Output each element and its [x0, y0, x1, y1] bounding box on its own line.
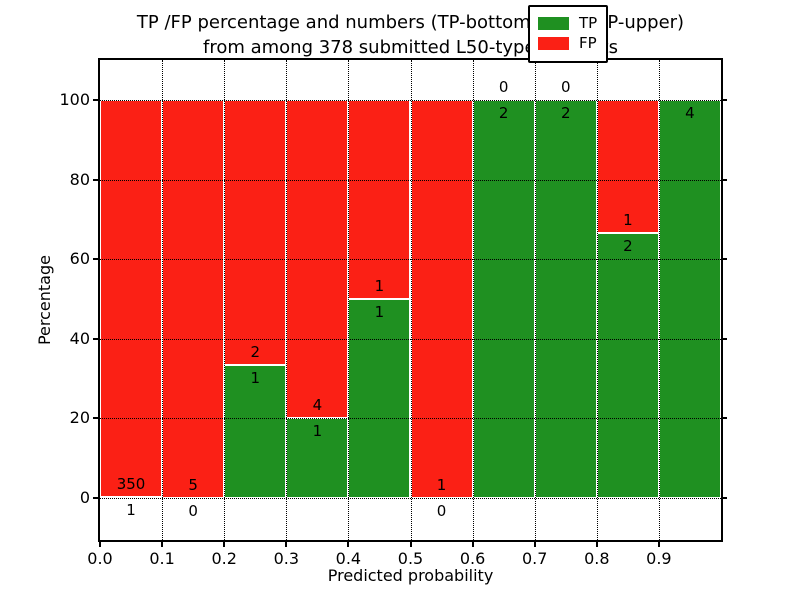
bar-segment-fp [162, 100, 225, 498]
y-tick-label: 20 [69, 408, 90, 428]
y-tick-mark-right [723, 178, 727, 181]
x-tick-mark [223, 542, 226, 547]
tp-count-label: 2 [623, 236, 633, 255]
x-tick-label: 0.5 [397, 549, 424, 568]
x-tick-mark [99, 542, 101, 547]
x-tick-mark [409, 542, 412, 547]
x-tick-label: 0.7 [521, 549, 548, 568]
x-tick-label: 0.8 [584, 549, 610, 568]
x-gridline [286, 60, 288, 540]
x-gridline [348, 60, 350, 540]
fp-count-label: 5 [188, 476, 198, 494]
tp-count-label: 1 [374, 303, 385, 321]
fp-count-label: 0 [560, 78, 571, 96]
chart-title: TP /FP percentage and numbers (TP-bottom… [100, 10, 721, 60]
y-tick-mark-right [723, 99, 727, 101]
fp-count-label: 350 [116, 474, 146, 493]
fp-count-label: 0 [498, 78, 509, 96]
x-gridline [162, 60, 164, 540]
legend-entry-fp: FP [538, 35, 597, 52]
legend-entry-tp: TP [538, 15, 597, 32]
bar-segment-fp [410, 100, 473, 498]
tp-count-label: 2 [498, 104, 509, 122]
tp-count-label: 0 [436, 502, 447, 520]
bar-segment-fp [348, 100, 411, 299]
x-tick-label: 0.3 [273, 549, 300, 568]
y-tick-mark [93, 337, 98, 340]
fp-count-label: 4 [312, 396, 323, 415]
y-tick-mark [93, 178, 98, 181]
y-gridline [100, 179, 721, 181]
plot-area: 350 1 5 0 2 1 4 1 1 1 1 0 0 2 0 2 1 2 4 0 20 40 60 80 100 0.0 0.1 0… [59, 58, 727, 568]
y-gridline [100, 418, 721, 420]
y-tick-mark-right [723, 417, 727, 420]
y-tick-mark [93, 497, 98, 499]
x-tick-mark [471, 542, 474, 547]
bar-segment-fp [596, 100, 659, 233]
y-gridline [100, 338, 721, 340]
y-axis-label: Percentage [35, 255, 54, 346]
bar-segment-tp [534, 100, 597, 498]
x-axis-label: Predicted probability [327, 566, 494, 585]
x-tick-mark [285, 542, 288, 547]
tp-count-label: 0 [188, 502, 198, 520]
bar-segment-tp [472, 100, 535, 498]
y-tick-label: 80 [69, 169, 90, 189]
fp-count-label: 1 [436, 476, 447, 494]
x-gridline [410, 60, 412, 540]
tp-legend-label: TP [579, 14, 598, 32]
x-tick-mark [595, 542, 598, 547]
fp-legend-swatch [538, 37, 569, 50]
fp-count-label: 1 [374, 277, 385, 295]
bar-segment-tp [348, 299, 411, 498]
y-tick-mark-right [723, 497, 727, 499]
chart-title-line2: from among 378 submitted L50-type contac… [202, 37, 618, 58]
bar-segment-tp [658, 100, 721, 498]
chart-title-line1: TP /FP percentage and numbers (TP-bottom… [136, 12, 685, 33]
x-gridline [658, 60, 660, 540]
x-gridline [472, 60, 474, 540]
y-tick-mark [93, 258, 98, 261]
tp-count-label: 2 [560, 104, 571, 122]
bar-segment-tp [596, 232, 659, 498]
fp-count-label: 1 [623, 210, 633, 229]
x-tick-label: 0.6 [459, 549, 486, 568]
y-gridline [100, 498, 721, 499]
x-tick-label: 0.4 [335, 549, 362, 568]
tp-count-label: 4 [685, 104, 695, 122]
y-tick-label: 100 [59, 90, 90, 109]
y-gridline [100, 100, 721, 101]
tp-legend-swatch [538, 17, 569, 30]
tp-count-label: 1 [312, 422, 323, 441]
y-gridline [100, 259, 721, 261]
x-tick-label: 0.9 [646, 549, 672, 568]
tp-count-label: 1 [126, 500, 136, 519]
tp-count-label: 1 [250, 369, 261, 388]
y-tick-label: 60 [69, 249, 90, 269]
y-tick-mark [93, 99, 98, 101]
x-tick-mark [347, 542, 350, 547]
bar-segment-tp [224, 365, 287, 498]
y-tick-mark-right [723, 337, 727, 340]
fp-legend-label: FP [579, 34, 597, 52]
x-tick-label: 0.1 [149, 549, 175, 568]
x-tick-mark [533, 542, 536, 547]
bar-segment-fp [224, 100, 287, 366]
x-tick-label: 0.2 [211, 549, 237, 568]
x-tick-mark [657, 542, 660, 547]
y-tick-label: 0 [79, 488, 90, 507]
x-gridline [534, 60, 536, 540]
legend: TP FP [528, 5, 609, 63]
x-gridline [224, 60, 226, 540]
x-gridline [596, 60, 598, 540]
y-tick-label: 40 [69, 328, 90, 348]
fp-count-label: 2 [250, 343, 261, 362]
y-tick-mark-right [723, 258, 727, 261]
bar-segment-fp [100, 100, 163, 497]
x-tick-label: 0.0 [87, 549, 113, 568]
x-tick-mark [161, 542, 164, 547]
y-tick-mark [93, 417, 98, 420]
